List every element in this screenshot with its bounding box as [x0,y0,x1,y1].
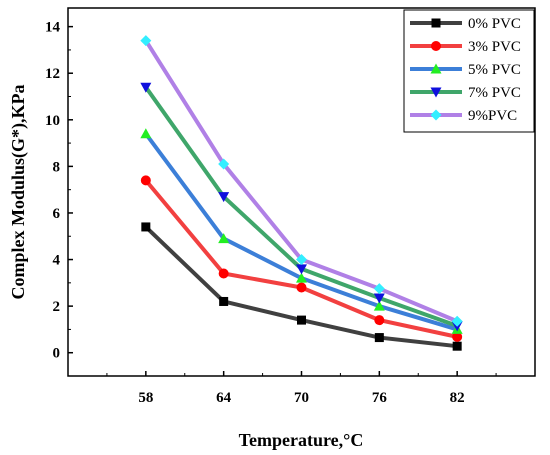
legend-label: 0% PVC [468,16,521,32]
series-2 [140,128,463,334]
data-point [451,315,463,327]
data-point [452,331,463,342]
legend-marker [430,63,442,74]
y-tick-label: 10 [45,113,60,129]
legend-label: 3% PVC [468,39,521,55]
data-point [373,300,385,311]
y-tick-label: 8 [53,159,61,175]
x-tick-label: 82 [450,390,465,406]
legend-label: 9%PVC [468,108,517,124]
legend-label: 5% PVC [468,62,521,78]
data-point [296,264,307,275]
y-tick-label: 14 [45,20,61,36]
legend-item: 7% PVC [410,85,521,101]
legend-marker [431,41,441,51]
legend-item: 9%PVC [410,108,517,124]
legend: 0% PVC 3% PVC 5% PVC 7% PVC 9%PVC [403,9,535,133]
y-tick-label: 0 [53,346,61,362]
data-point [373,293,385,304]
data-point [218,268,229,279]
y-tick-label: 12 [45,66,60,82]
x-axis-title: Temperature,°C [239,430,364,450]
series-4 [140,35,463,327]
data-point [140,35,152,47]
x-tick-label: 76 [372,390,388,406]
legend-item: 5% PVC [410,62,521,78]
x-tick-label: 58 [138,390,153,406]
data-point [452,341,462,351]
y-tick-label: 2 [53,299,61,315]
y-axis-title: Complex Modulus(G*),KPa [8,84,29,299]
data-point [297,315,306,325]
data-point [374,315,385,326]
data-point [219,296,229,306]
legend-label: 7% PVC [468,85,521,101]
data-point [140,128,152,139]
data-point [296,282,307,293]
series-layer [140,35,463,351]
data-point [373,283,385,295]
x-axis: 58 64 70 76 82 [106,371,497,406]
legend-item: 3% PVC [410,39,521,55]
y-axis: 0 2 4 6 8 10 12 14 [45,20,73,362]
data-point [374,333,384,343]
legend-marker [431,18,441,28]
legend-item: 0% PVC [410,16,521,32]
data-point [218,158,230,170]
data-point [140,175,151,186]
data-point [141,222,151,232]
y-tick-label: 4 [53,253,61,269]
series-0 [141,222,462,351]
x-tick-label: 64 [216,390,232,406]
legend-marker [430,87,442,98]
data-point [218,233,230,244]
y-tick-label: 6 [53,206,61,222]
data-point [140,82,152,93]
data-point [218,192,230,203]
x-tick-label: 70 [294,390,309,406]
data-point [296,254,307,266]
data-point [296,272,307,283]
series-1 [140,175,463,342]
legend-marker [430,109,442,121]
